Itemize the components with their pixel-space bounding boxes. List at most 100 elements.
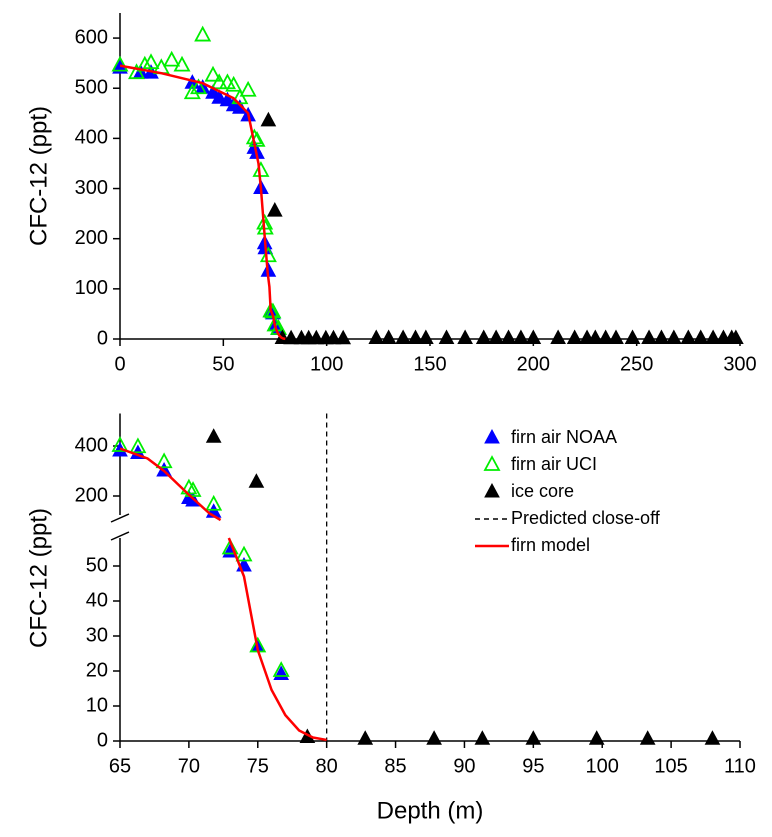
y-tick-label: 100	[75, 277, 108, 299]
data-point	[205, 494, 223, 511]
data-point	[266, 202, 283, 217]
x-tick-label: 100	[310, 353, 343, 375]
data-point	[129, 437, 147, 454]
data-point	[666, 329, 682, 344]
data-point	[248, 473, 265, 488]
data-point	[252, 161, 270, 177]
x-tick-label: 250	[620, 353, 653, 375]
data-point	[426, 730, 442, 745]
data-point	[705, 329, 721, 344]
legend-swatch	[483, 455, 501, 471]
y-axis-label: CFC-12 (ppt)	[25, 106, 52, 246]
x-tick-label: 80	[316, 755, 338, 777]
data-point	[728, 329, 744, 344]
data-point	[639, 730, 656, 745]
y-axis-label: CFC-12 (ppt)	[25, 508, 52, 648]
data-point	[204, 65, 222, 82]
data-point	[475, 329, 492, 344]
data-point	[624, 329, 641, 344]
y-tick-label: 400	[75, 127, 108, 149]
data-point	[260, 111, 277, 127]
data-point	[183, 83, 201, 100]
data-point	[474, 730, 491, 745]
data-point	[155, 452, 173, 469]
data-point	[210, 73, 228, 90]
x-tick-label: 65	[109, 755, 131, 777]
data-point	[500, 329, 517, 344]
data-point	[308, 329, 325, 345]
data-point	[190, 78, 208, 95]
data-point	[395, 329, 411, 344]
legend-label: firn model	[511, 535, 590, 555]
y-tick-label: 10	[86, 694, 108, 716]
x-tick-label: 100	[586, 755, 619, 777]
y-tick-label: 0	[97, 729, 108, 751]
data-point	[111, 436, 129, 452]
data-point	[211, 89, 228, 104]
data-point	[438, 329, 455, 344]
y-tick-label: 600	[75, 26, 108, 48]
x-tick-label: 75	[247, 755, 269, 777]
x-tick-label: 50	[212, 353, 234, 375]
data-point	[704, 730, 721, 745]
data-point	[259, 246, 277, 263]
legend-swatch	[484, 482, 500, 498]
y-tick-label: 400	[75, 434, 108, 456]
data-point	[525, 329, 542, 344]
data-point	[525, 730, 542, 745]
data-point	[142, 53, 160, 70]
data-point	[608, 329, 624, 344]
data-point	[235, 545, 253, 562]
data-point	[597, 329, 614, 344]
x-tick-label: 95	[522, 755, 544, 777]
legend-label: ice core	[511, 481, 574, 501]
x-tick-label: 300	[723, 353, 756, 375]
data-point	[457, 329, 473, 344]
data-point	[418, 329, 434, 344]
y-tick-label: 300	[75, 177, 108, 199]
data-point	[205, 428, 222, 443]
y-tick-label: 20	[86, 659, 108, 681]
y-tick-label: 30	[86, 624, 108, 646]
data-point	[513, 329, 529, 344]
x-tick-label: 85	[384, 755, 406, 777]
data-point	[262, 301, 280, 318]
legend-label: Predicted close-off	[511, 508, 661, 528]
data-point	[550, 329, 566, 344]
data-point	[357, 730, 374, 745]
y-tick-label: 200	[75, 484, 108, 506]
data-point	[111, 55, 129, 72]
data-point	[283, 329, 299, 345]
model-line	[119, 64, 286, 341]
x-tick-label: 105	[654, 755, 687, 777]
model-line	[119, 447, 222, 522]
data-point	[368, 329, 385, 344]
data-point	[194, 25, 212, 42]
data-point	[173, 55, 191, 72]
y-tick-label: 0	[97, 327, 108, 349]
data-point	[587, 329, 604, 344]
data-point	[680, 329, 697, 344]
data-point	[266, 315, 284, 332]
x-tick-label: 150	[413, 353, 446, 375]
data-point	[488, 329, 504, 344]
x-axis-label: Depth (m)	[377, 797, 484, 824]
y-tick-label: 50	[86, 554, 108, 576]
x-tick-label: 70	[178, 755, 200, 777]
model-line	[227, 537, 327, 742]
x-tick-label: 90	[453, 755, 475, 777]
x-tick-label: 0	[114, 353, 125, 375]
legend-swatch	[484, 428, 500, 444]
data-point	[225, 75, 243, 92]
axis-break	[110, 513, 130, 541]
data-point	[239, 80, 257, 97]
legend-label: firn air UCI	[511, 454, 597, 474]
data-point	[641, 329, 657, 344]
legend-label: firn air NOAA	[511, 427, 617, 447]
data-point	[128, 63, 146, 80]
data-point	[163, 50, 181, 67]
y-tick-label: 500	[75, 77, 108, 99]
data-point	[335, 329, 352, 345]
